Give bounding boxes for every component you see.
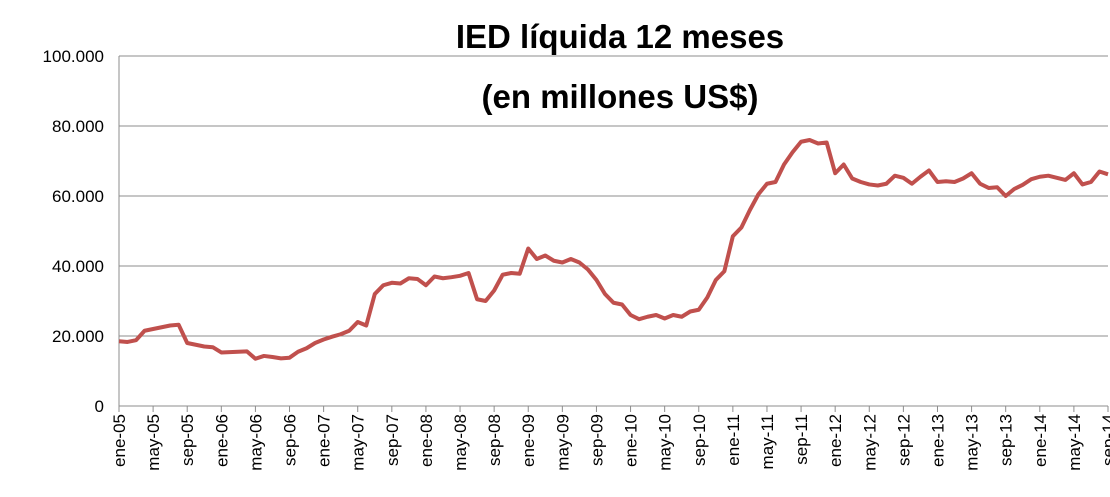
y-tick-label: 40.000 xyxy=(52,257,104,276)
x-tick-label: ene-05 xyxy=(110,414,129,467)
x-tick-label: may-07 xyxy=(349,414,368,471)
x-tick-label: may-10 xyxy=(656,414,675,471)
x-tick-label: ene-13 xyxy=(928,414,947,467)
x-tick-label: ene-09 xyxy=(519,414,538,467)
x-tick-label: sep-08 xyxy=(485,414,504,466)
x-tick-label: may-05 xyxy=(144,414,163,471)
x-tick-label: may-06 xyxy=(246,414,265,471)
y-tick-label: 80.000 xyxy=(52,117,104,136)
x-tick-label: ene-10 xyxy=(622,414,641,467)
y-tick-label: 0 xyxy=(95,397,104,416)
x-tick-label: ene-06 xyxy=(212,414,231,467)
x-tick-label: sep-09 xyxy=(587,414,606,466)
x-tick-label: may-08 xyxy=(451,414,470,471)
x-tick-label: ene-07 xyxy=(315,414,334,467)
x-tick-label: ene-12 xyxy=(826,414,845,467)
y-tick-label: 20.000 xyxy=(52,327,104,346)
x-tick-label: may-14 xyxy=(1065,414,1084,471)
x-tick-label: ene-14 xyxy=(1031,414,1050,467)
x-tick-label: may-11 xyxy=(758,414,777,469)
chart-subtitle: (en millones US$) xyxy=(482,78,759,115)
chart-title: IED líquida 12 meses xyxy=(456,18,784,55)
x-tick-label: sep-06 xyxy=(281,414,300,466)
x-tick-label: may-13 xyxy=(963,414,982,471)
x-tick-label: ene-11 xyxy=(724,414,743,466)
x-tick-label: may-12 xyxy=(860,414,879,471)
x-tick-label: sep-12 xyxy=(894,414,913,466)
y-tick-label: 60.000 xyxy=(52,187,104,206)
x-tick-label: sep-07 xyxy=(383,414,402,466)
x-tick-label: may-09 xyxy=(553,414,572,471)
x-tick-label: sep-11 xyxy=(792,414,811,465)
data-line xyxy=(118,138,1109,361)
y-tick-label: 100.000 xyxy=(43,47,104,66)
x-tick-label: ene-08 xyxy=(417,414,436,467)
x-tick-label: sep-14 xyxy=(1099,414,1110,466)
x-tick-label: sep-10 xyxy=(690,414,709,466)
x-tick-label: sep-05 xyxy=(178,414,197,466)
x-tick-label: sep-13 xyxy=(997,414,1016,466)
